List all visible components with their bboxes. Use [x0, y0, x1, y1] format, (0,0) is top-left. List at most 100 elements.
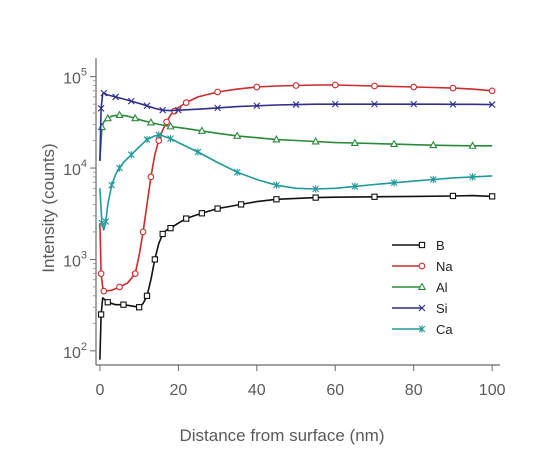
data-point [127, 97, 135, 105]
data-point [214, 104, 221, 112]
data-point [312, 185, 320, 193]
y-tick-label-exp: 2 [81, 341, 87, 353]
series-line [99, 134, 493, 231]
data-point [194, 148, 202, 156]
y-tick-label-exp: 5 [81, 67, 87, 79]
data-point [237, 201, 245, 208]
data-point [100, 89, 108, 97]
data-point [331, 100, 339, 108]
legend-marker [418, 304, 426, 312]
legend-item-al: Al [392, 280, 448, 295]
data-point [97, 270, 105, 277]
data-point [410, 100, 418, 108]
legend-label: Si [436, 301, 448, 316]
y-tick-label-exp: 3 [81, 249, 87, 261]
data-point [116, 164, 123, 172]
legend-marker [418, 325, 426, 333]
data-point [449, 192, 457, 200]
data-point [135, 304, 143, 311]
data-point [273, 196, 280, 203]
data-point [311, 137, 320, 145]
data-point [292, 82, 300, 89]
legend-label: B [436, 238, 445, 253]
data-point [102, 217, 110, 226]
x-tick-label: 60 [326, 382, 344, 399]
legend: B Na Al Si Ca [392, 238, 453, 337]
y-tick-label: 103 [63, 249, 87, 270]
legend-label: Al [436, 280, 448, 295]
data-point [253, 102, 261, 110]
data-point [97, 122, 107, 131]
data-point [100, 287, 108, 295]
data-point [371, 193, 378, 200]
y-tick-label-base: 10 [63, 345, 81, 362]
data-point [350, 138, 360, 146]
data-point [120, 301, 127, 308]
data-point [147, 173, 155, 181]
data-point [131, 270, 139, 277]
series-line [99, 92, 493, 161]
y-tick-label-exp: 4 [81, 158, 87, 170]
data-point [98, 219, 106, 227]
data-point [233, 131, 242, 139]
data-point [143, 102, 151, 110]
data-point [429, 175, 437, 184]
legend-marker [418, 262, 426, 270]
data-point [273, 181, 280, 189]
data-point [167, 135, 174, 143]
data-point [410, 83, 418, 91]
y-tick-label-base: 10 [63, 162, 81, 179]
x-tick-label: 40 [248, 382, 266, 399]
data-point [389, 139, 399, 148]
data-point [449, 100, 457, 108]
series-si [97, 89, 496, 161]
data-point [312, 194, 319, 201]
data-point [159, 106, 167, 114]
data-point [469, 173, 476, 181]
x-axis-label: Distance from surface (nm) [180, 426, 385, 445]
y-tick-label: 104 [63, 158, 87, 179]
data-point [166, 121, 175, 130]
data-point [488, 87, 496, 95]
x-tick-label: 100 [479, 382, 506, 399]
y-tick-label: 105 [63, 67, 87, 88]
data-point [390, 179, 398, 187]
data-point [97, 104, 105, 112]
data-point [429, 140, 438, 149]
data-point [233, 168, 241, 176]
y-tick-label-base: 10 [63, 71, 81, 88]
legend-label: Na [436, 259, 453, 274]
data-point [198, 210, 206, 217]
data-point [214, 205, 221, 212]
data-point [97, 311, 105, 318]
legend-item-b: B [392, 238, 445, 253]
legend-item-na: Na [392, 259, 453, 274]
series-b [97, 192, 496, 360]
data-point [108, 181, 116, 189]
x-tick-label: 0 [95, 382, 104, 399]
x-tick-label: 20 [169, 382, 187, 399]
series-layer [97, 81, 496, 360]
data-point [468, 141, 477, 149]
data-point [292, 101, 300, 108]
y-axis-label: Intensity (counts) [39, 143, 58, 272]
data-point [371, 82, 378, 90]
series-line [99, 194, 493, 360]
data-point [253, 83, 261, 91]
data-point [127, 151, 135, 159]
data-point [131, 113, 140, 122]
data-point [143, 135, 151, 144]
data-point [104, 299, 111, 306]
data-point [143, 292, 151, 299]
data-point [155, 131, 163, 139]
data-point [167, 225, 174, 232]
legend-item-ca: Ca [392, 322, 453, 337]
data-point [183, 215, 190, 222]
data-point [197, 126, 207, 134]
data-point [151, 256, 158, 263]
data-point [489, 193, 496, 200]
data-point [351, 182, 359, 190]
data-point [115, 110, 124, 119]
